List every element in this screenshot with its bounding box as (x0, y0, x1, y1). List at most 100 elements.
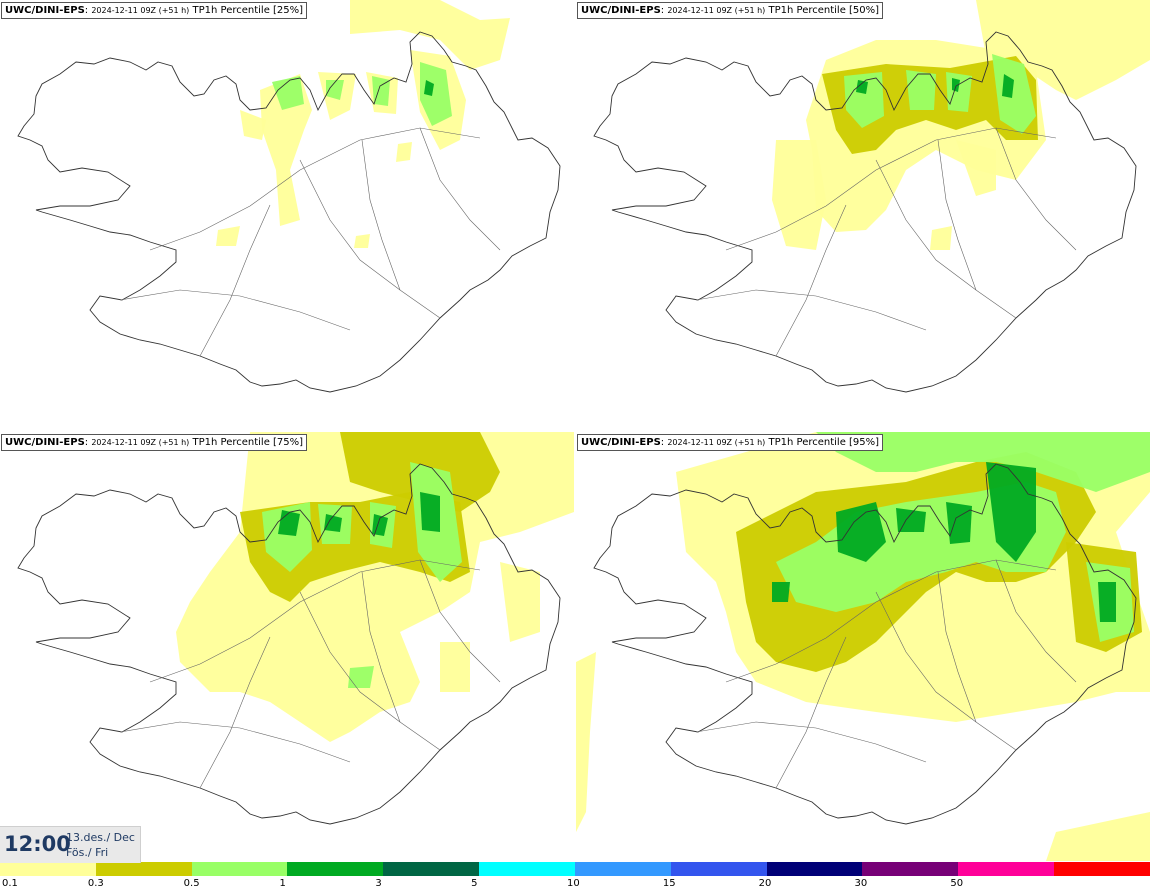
legend-tick-label: 3 (375, 878, 382, 889)
precip-area (844, 72, 884, 128)
panel-title: UWC/DINI-EPS: 2024-12-11 09Z (+51 h) TP1… (577, 434, 884, 451)
panel-source: UWC/DINI-EPS (5, 437, 85, 448)
precip-area (1046, 812, 1150, 861)
precip-area (278, 510, 300, 536)
precip-area (836, 502, 886, 562)
legend-swatch (574, 862, 671, 876)
map-panel-p75: UWC/DINI-EPS: 2024-12-11 09Z (+51 h) TP1… (0, 432, 574, 861)
panel-source: UWC/DINI-EPS (5, 5, 85, 16)
region-boundary (119, 721, 351, 763)
legend-tick-label: 0.5 (183, 878, 200, 889)
precip-area (992, 54, 1036, 134)
panel-field: TP1h Percentile [75%] (192, 437, 304, 448)
region-boundary (775, 636, 847, 789)
region-boundary (199, 636, 271, 789)
precip-area (1002, 74, 1014, 98)
panel-title: UWC/DINI-EPS: 2024-12-11 09Z (+51 h) TP1… (1, 2, 308, 19)
coastline (593, 463, 1137, 825)
panel-title: UWC/DINI-EPS: 2024-12-11 09Z (+51 h) TP1… (577, 2, 884, 19)
legend-tick-label: 15 (662, 878, 676, 889)
precip-area (354, 234, 370, 248)
legend-tick-label: 1 (279, 878, 286, 889)
precip-area (952, 78, 960, 92)
precip-area (240, 110, 266, 140)
region-boundary (995, 559, 1077, 683)
precip-area (976, 0, 1150, 100)
precip-area (896, 508, 926, 532)
precip-area (956, 140, 996, 196)
precip-area (816, 432, 1150, 492)
precipitation-map (17, 0, 561, 393)
valid-date: 13.des./ Dec (66, 831, 135, 844)
map-panel-p25: UWC/DINI-EPS: 2024-12-11 09Z (+51 h) TP1… (0, 0, 574, 429)
valid-weekday: Fös./ Fri (66, 846, 109, 859)
region-boundary (361, 571, 401, 723)
legend-tick-label: 10 (567, 878, 580, 889)
precip-area (930, 226, 952, 250)
precip-area (396, 142, 412, 162)
precip-area (440, 642, 470, 692)
region-boundary (299, 591, 441, 751)
panel-title: UWC/DINI-EPS: 2024-12-11 09Z (+51 h) TP1… (1, 434, 308, 451)
precip-area (420, 492, 440, 532)
legend-swatch (670, 862, 767, 876)
precipitation-map (576, 432, 1150, 861)
region-boundary (419, 127, 501, 251)
map-panel-p95: UWC/DINI-EPS: 2024-12-11 09Z (+51 h) TP1… (576, 432, 1150, 861)
valid-time-box: 12:00 13.des./ Dec Fös./ Fri (0, 826, 141, 863)
legend-ticks: 0.1 0.3 0.5 1 3 5 10 15 20 30 50 (0, 876, 1150, 891)
legend-tick-label: 50 (950, 878, 964, 889)
precip-area (500, 562, 540, 642)
legend-colorbar (0, 862, 1150, 876)
region-boundary (875, 591, 1017, 751)
panel-run: 2024-12-11 09Z (+51 h) (667, 438, 766, 447)
precip-area (260, 74, 312, 226)
precip-area (946, 502, 972, 544)
precip-area (906, 70, 936, 110)
precip-area (946, 72, 972, 112)
legend-swatch (0, 862, 96, 876)
legend-swatch (479, 862, 575, 876)
legend-swatch (287, 862, 384, 876)
precip-area (420, 62, 452, 126)
precip-area (324, 514, 342, 532)
legend-swatch (383, 862, 480, 876)
legend-tick-label: 0.1 (2, 878, 18, 889)
panel-run: 2024-12-11 09Z (+51 h) (91, 438, 190, 447)
region-boundary (875, 159, 1017, 319)
region-boundary (361, 139, 401, 291)
legend-tick-label: 0.3 (87, 878, 104, 889)
coastline (593, 31, 1137, 393)
region-boundary (419, 559, 501, 683)
legend-tick-label: 30 (854, 878, 868, 889)
panel-field: TP1h Percentile [50%] (768, 5, 880, 16)
panel-source: UWC/DINI-EPS (581, 437, 661, 448)
panel-field: TP1h Percentile [95%] (768, 437, 880, 448)
precipitation-legend: 0.1 0.3 0.5 1 3 5 10 15 20 30 50 (0, 862, 1150, 891)
panel-field: TP1h Percentile [25%] (192, 5, 304, 16)
precipitation-map (593, 0, 1150, 393)
region-boundary (937, 139, 977, 291)
legend-tick-label: 20 (758, 878, 772, 889)
legend-swatch (95, 862, 192, 876)
precip-area (348, 666, 374, 688)
precip-area (1098, 582, 1116, 622)
precip-area (856, 80, 868, 94)
region-boundary (119, 289, 351, 331)
precip-area (326, 80, 344, 100)
region-boundary (937, 571, 977, 723)
precip-area (424, 80, 434, 96)
region-boundary (695, 721, 927, 763)
legend-swatch (862, 862, 959, 876)
map-panel-p50: UWC/DINI-EPS: 2024-12-11 09Z (+51 h) TP1… (576, 0, 1150, 429)
valid-time: 12:00 (4, 832, 71, 856)
coastline (17, 31, 561, 393)
precipitation-map (17, 432, 574, 825)
region-boundary (299, 159, 441, 319)
panel-source: UWC/DINI-EPS (581, 5, 661, 16)
region-boundary (149, 127, 481, 251)
panel-divider (0, 429, 1150, 432)
precip-area (272, 76, 304, 110)
panel-run: 2024-12-11 09Z (+51 h) (91, 6, 190, 15)
precip-area (772, 140, 826, 250)
